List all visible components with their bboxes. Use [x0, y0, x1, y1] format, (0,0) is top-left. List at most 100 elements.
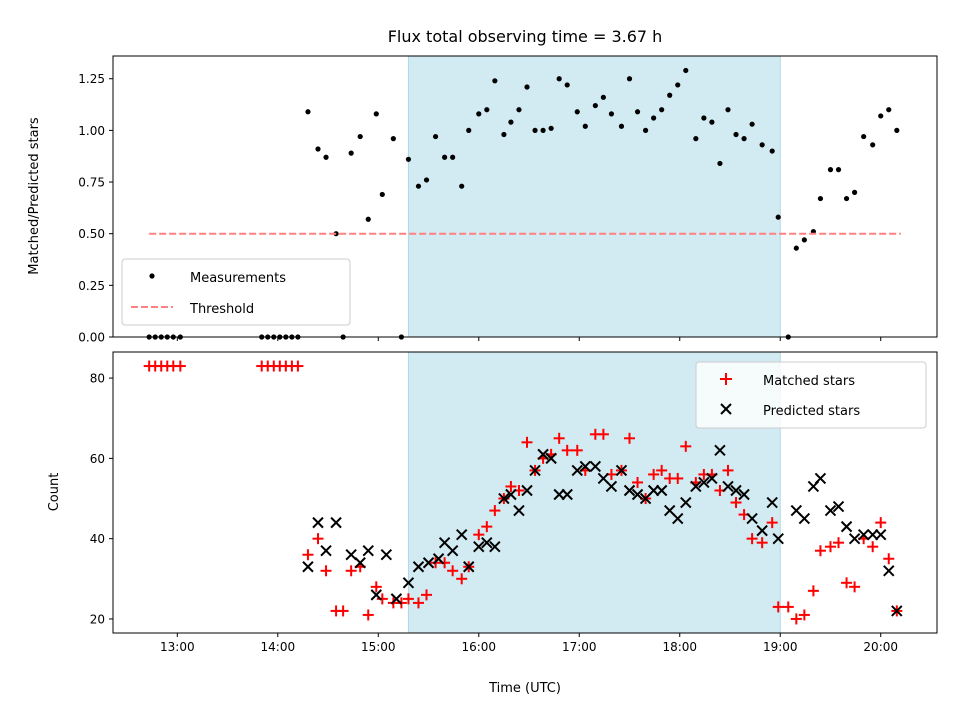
measurement-point	[852, 189, 858, 195]
top-y-tick-label: 1.00	[78, 124, 105, 138]
matched-star-point	[833, 537, 845, 549]
predicted-star-point	[498, 492, 510, 505]
predicted-star-point	[545, 452, 557, 465]
matched-star-point	[756, 537, 768, 549]
predicted-stars-points	[302, 444, 903, 617]
predicted-star-point	[798, 512, 811, 525]
predicted-star-point	[302, 561, 314, 573]
measurement-point	[548, 125, 554, 131]
predicted-star-point	[772, 532, 784, 545]
measurement-point	[608, 111, 615, 117]
matched-star-point	[875, 517, 887, 529]
predicted-star-point	[481, 536, 493, 549]
measurement-point	[843, 195, 850, 202]
matched-star-point	[883, 553, 895, 565]
measurement-point	[405, 156, 412, 162]
measurement-point	[574, 109, 580, 115]
measurement-point	[484, 107, 490, 113]
measurement-point	[373, 111, 379, 117]
measurement-point	[365, 216, 371, 222]
matched-star-point	[814, 545, 826, 557]
predicted-star-point	[623, 484, 636, 497]
measurement-point	[835, 167, 842, 173]
matched-star-point	[421, 589, 433, 601]
matched-star-point	[632, 476, 644, 488]
predicted-star-point	[446, 545, 459, 557]
measurement-point	[459, 183, 465, 189]
measurement-point	[878, 113, 884, 119]
predicted-star-point	[521, 484, 533, 497]
matched-star-point	[337, 605, 349, 617]
matched-star-point	[402, 593, 414, 605]
predicted-star-point	[561, 488, 573, 501]
predicted-star-point	[529, 464, 541, 477]
top-y-tick-label: 1.25	[78, 72, 105, 86]
matched-star-point	[730, 497, 742, 509]
matched-star-point	[174, 360, 186, 372]
matched-star-point	[521, 436, 533, 448]
measurement-point	[817, 195, 824, 202]
predicted-star-point	[579, 460, 591, 473]
measurement-point	[379, 191, 385, 198]
measurement-point	[793, 245, 799, 251]
measurement-point	[642, 127, 649, 133]
predicted-star-point	[412, 561, 425, 573]
predicted-star-point	[312, 516, 324, 529]
measurement-point	[651, 115, 657, 121]
measurement-point	[432, 133, 439, 140]
measurement-point	[683, 67, 689, 74]
measurement-point	[801, 237, 807, 243]
bottom-y-tick-label: 80	[90, 372, 105, 386]
measurement-point	[693, 136, 699, 142]
predicted-star-point	[380, 549, 393, 561]
measurement-point	[741, 136, 747, 142]
matched-star-point	[505, 480, 517, 492]
matched-star-point	[447, 565, 459, 577]
matched-star-point	[473, 529, 485, 541]
top-shaded-region	[407, 55, 781, 338]
measurement-point	[717, 160, 723, 167]
bottom-x-tick-label: 14:00	[261, 640, 296, 654]
predicted-star-point	[824, 504, 837, 517]
matched-star-point	[320, 565, 332, 577]
measurement-point	[348, 150, 354, 156]
predicted-star-point	[402, 577, 415, 589]
matched-star-point	[766, 517, 778, 529]
top-axes-frame	[112, 55, 938, 338]
bottom-legend-box	[695, 361, 927, 429]
matched-star-point	[489, 505, 501, 517]
measurement-point	[675, 82, 681, 88]
measurement-point	[769, 148, 775, 154]
legend-measurements-label: Measurements	[190, 271, 286, 286]
top-y-ticks: 0.00 0.25 0.50 0.75 1.00 1.25	[78, 72, 113, 345]
measurement-point	[886, 107, 892, 113]
matched-star-point	[553, 432, 565, 444]
predicted-star-point	[756, 524, 768, 537]
predicted-star-point	[655, 484, 668, 497]
predicted-star-point	[345, 549, 357, 561]
measurement-point	[532, 127, 538, 133]
bottom-y-ticks: 20 40 60 80	[90, 372, 113, 626]
measurement-point	[524, 84, 530, 90]
matched-star-point	[561, 444, 573, 456]
top-x-ticks	[176, 337, 882, 341]
bottom-axes-frame	[112, 351, 938, 634]
measurement-point	[667, 92, 673, 98]
bottom-x-tick-label: 20:00	[863, 640, 898, 654]
measurement-point	[315, 146, 321, 152]
measurement-point	[415, 183, 422, 189]
predicted-star-point	[455, 528, 468, 541]
bottom-x-tick-label: 19:00	[763, 640, 798, 654]
top-panel: 0.00 0.25 0.50 0.75 1.00 1.25 Matched/Predict…	[27, 55, 938, 345]
predicted-star-point	[571, 464, 583, 477]
measurement-point	[540, 127, 546, 133]
predicted-star-point	[615, 464, 628, 477]
predicted-star-point	[680, 496, 692, 509]
measurement-point	[600, 94, 606, 100]
matched-star-point	[849, 581, 861, 593]
measurement-point	[775, 214, 781, 220]
measurement-point	[870, 142, 876, 148]
predicted-star-point	[730, 484, 742, 497]
top-y-tick-label: 0.00	[78, 331, 105, 345]
